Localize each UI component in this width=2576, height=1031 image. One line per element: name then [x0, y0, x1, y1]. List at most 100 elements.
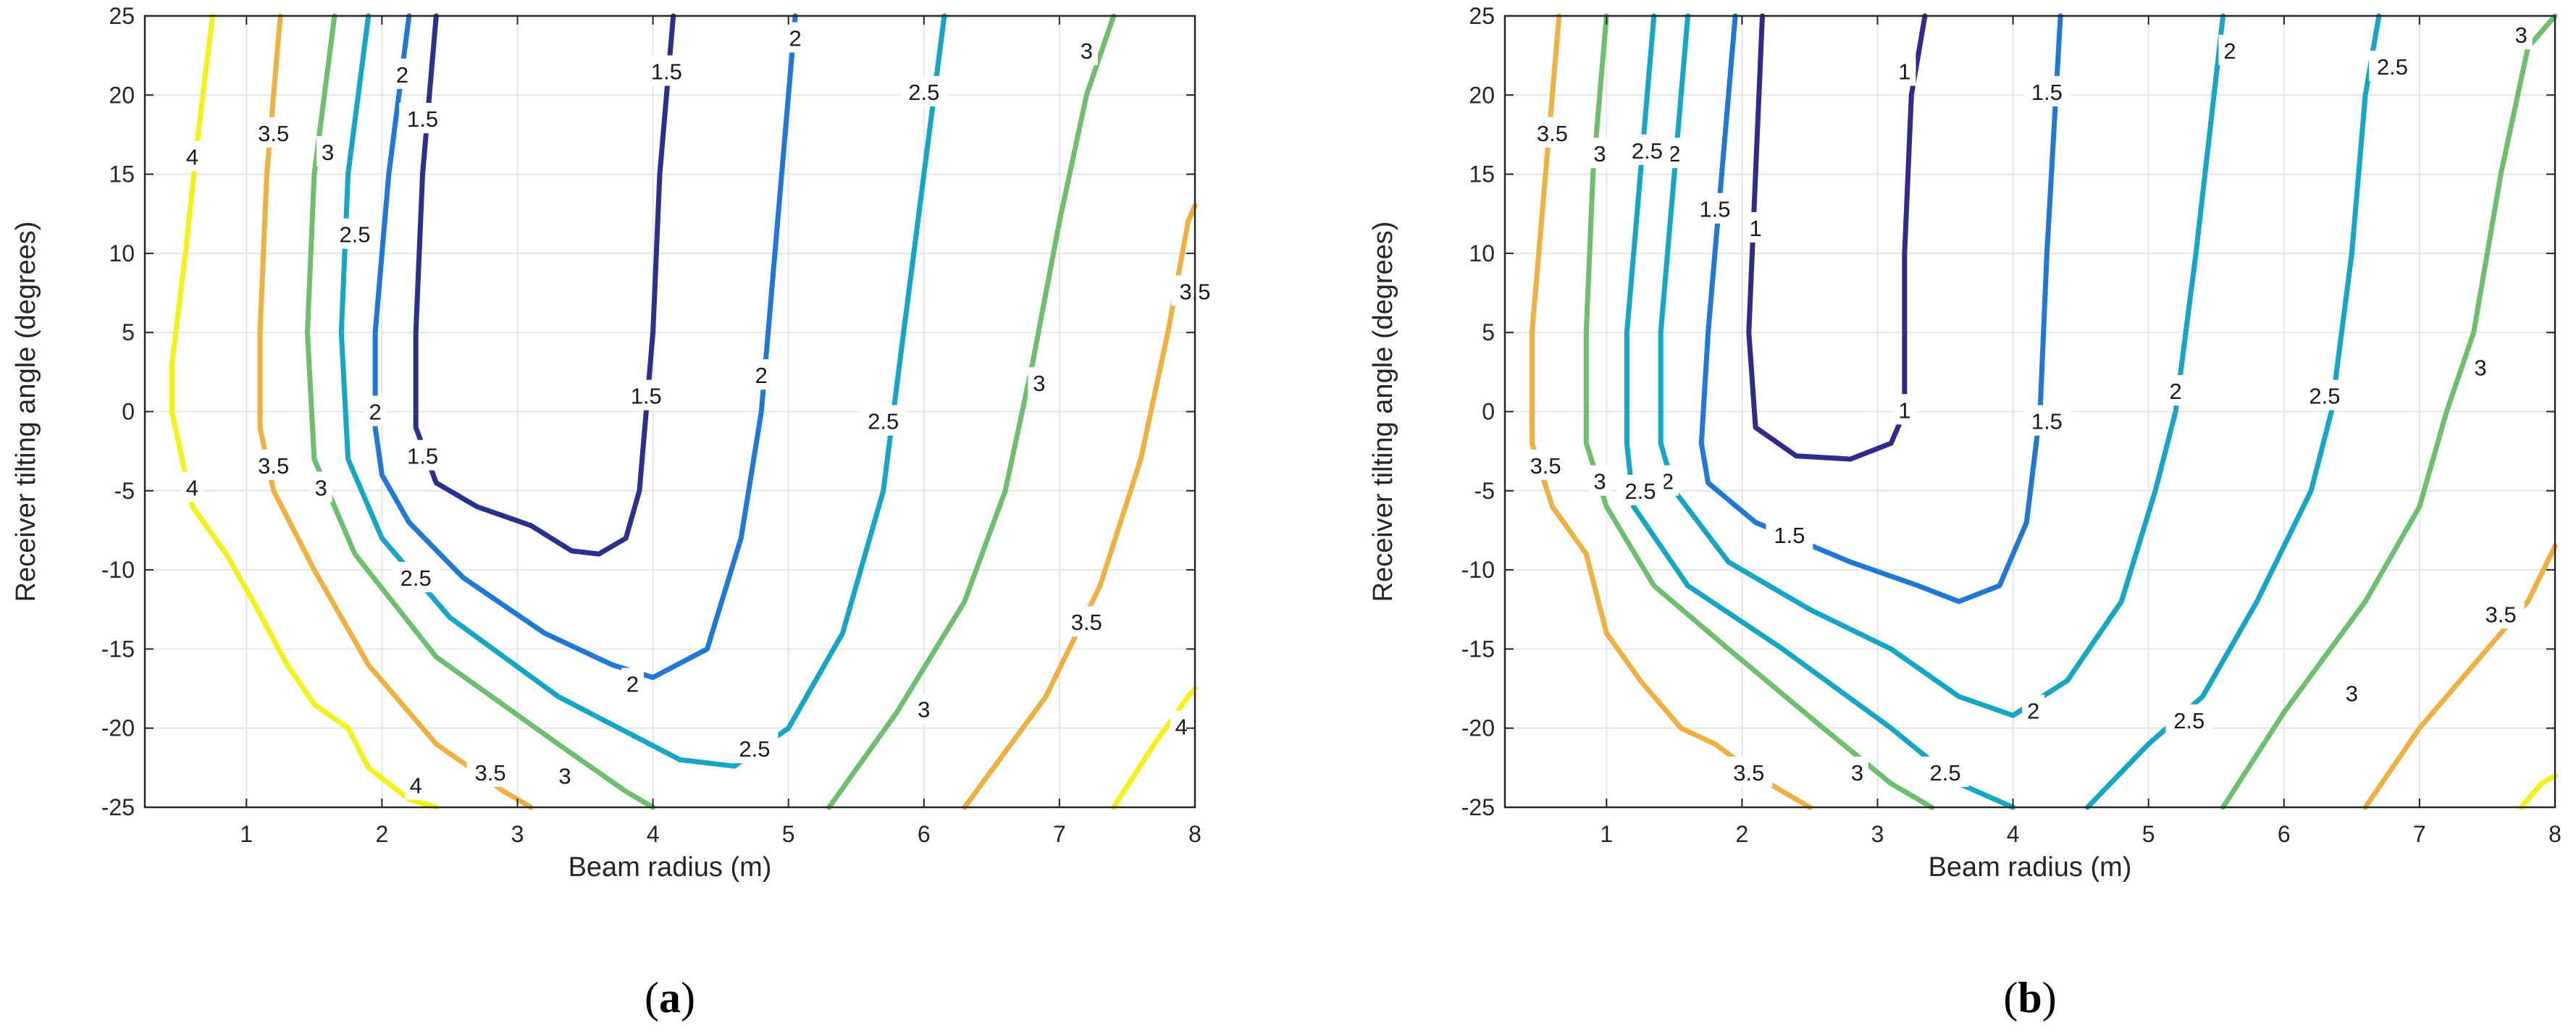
contour-label: 2.5: [868, 409, 899, 434]
contour-label-bg: [1893, 55, 1916, 86]
contour-line-4: [169, 13, 439, 810]
panel-caption: (b): [2003, 974, 2056, 1022]
x-tick-label: 6: [918, 821, 931, 847]
y-tick-label: 5: [1482, 319, 1495, 345]
contour-label-bg: [2023, 405, 2071, 436]
contour-line-3-5: [2362, 543, 2558, 810]
contour-line-3: [826, 13, 1117, 810]
contour-label-bg: [2477, 598, 2525, 629]
contour-label-bg: [553, 759, 576, 791]
x-tick-label: 7: [2413, 821, 2426, 847]
y-tick-label: -20: [1461, 715, 1495, 741]
contour-label: 1.5: [2031, 409, 2063, 434]
contour-label: 2: [2223, 38, 2236, 64]
contour-label-bg: [2023, 75, 2071, 106]
contour-label: 2: [396, 62, 408, 88]
contour-label: 2.5: [1930, 760, 1961, 786]
x-tick-label: 2: [376, 821, 389, 847]
y-tick-label: -10: [1461, 557, 1495, 583]
contour-line-3: [1583, 13, 1934, 810]
contour-line-3-5: [962, 203, 1198, 810]
contour-label: 2.5: [908, 80, 939, 105]
contour-line-4: [2518, 773, 2558, 810]
contour-label-bg: [399, 103, 447, 134]
contour-line-3-5: [1529, 13, 1813, 810]
y-tick-label: -5: [1474, 478, 1495, 504]
contour-label-bg: [1845, 756, 1868, 787]
caption-paren-open: (: [2003, 974, 2018, 1022]
contour-label-bg: [309, 471, 332, 502]
x-tick-label: 8: [1188, 821, 1201, 847]
y-axis-label: Receiver tilting angle (degrees): [1368, 222, 1398, 602]
contour-label: 4: [1175, 715, 1188, 740]
x-axis-label: Beam radius (m): [569, 852, 772, 883]
contour-label: 2.5: [2377, 54, 2408, 80]
contour-label-bg: [2469, 351, 2492, 382]
contour-line-3: [2220, 13, 2558, 810]
contour-line-1-5: [413, 13, 676, 557]
contour-label-bg: [731, 733, 779, 764]
contour-label-bg: [1062, 606, 1110, 637]
contour-line-1: [1746, 13, 1928, 462]
contour-label-bg: [404, 769, 427, 800]
contour-label: 3: [1593, 469, 1606, 495]
contour-label-bg: [1075, 35, 1098, 66]
contour-label: 3: [1081, 38, 1093, 64]
contour-panel-b: 1111.51.51.51.5222222.52.52.52.52.52.533…: [1368, 3, 2562, 1022]
contour-label-bg: [2164, 375, 2187, 406]
x-tick-label: 4: [647, 821, 660, 847]
y-tick-label: 5: [122, 319, 135, 345]
contour-label-bg: [180, 140, 204, 172]
contour-label: 1.5: [407, 444, 438, 469]
contour-label: 2: [626, 671, 639, 697]
y-tick-label: 15: [1469, 161, 1495, 188]
contour-label: 3.5: [258, 121, 289, 146]
contour-label-bg: [1528, 117, 1576, 148]
contour-label: 1: [1898, 59, 1910, 85]
contour-label: 4: [186, 145, 198, 170]
contour-label-bg: [642, 55, 690, 86]
contour-label: 2.5: [2173, 708, 2204, 733]
y-tick-label: -20: [101, 715, 135, 741]
contour-label-bg: [1588, 138, 1611, 169]
x-tick-label: 6: [2278, 821, 2291, 847]
x-tick-label: 1: [1600, 821, 1613, 847]
contour-label-bg: [1028, 367, 1051, 398]
contour-label-bg: [1725, 756, 1773, 787]
x-tick-label: 5: [2142, 821, 2155, 847]
contour-label-bg: [2509, 19, 2533, 50]
y-tick-label: 0: [1482, 399, 1495, 425]
contour-label-bg: [1616, 474, 1664, 505]
x-tick-label: 7: [1053, 821, 1066, 847]
contour-label: 3.5: [1071, 610, 1102, 635]
contour-label: 1.5: [1774, 523, 1805, 548]
y-tick-label: 10: [1469, 240, 1495, 266]
caption-letter: b: [2018, 974, 2042, 1022]
contour-label-bg: [912, 693, 936, 724]
y-tick-label: 0: [122, 399, 135, 425]
contour-label: 2: [1661, 469, 1674, 495]
panel-caption: (a): [645, 974, 695, 1022]
x-tick-label: 2: [1736, 821, 1749, 847]
contour-label: 4: [410, 773, 422, 798]
contour-label: 3: [315, 475, 327, 500]
contour-label: 1.5: [1699, 197, 1730, 222]
caption-letter: a: [659, 974, 681, 1022]
contour-label-bg: [390, 58, 414, 89]
contour-label-bg: [1893, 394, 1916, 425]
contour-label: 3: [322, 140, 334, 165]
contour-label-bg: [1921, 756, 1969, 787]
y-tick-label: 15: [109, 161, 135, 188]
contour-label-bg: [750, 359, 773, 390]
contour-label: 3: [2474, 355, 2486, 380]
contour-label-bg: [1766, 519, 1813, 550]
contour-line-2-5: [1624, 13, 2016, 810]
contour-label: 3: [2346, 681, 2358, 707]
contour-label: 1.5: [407, 106, 438, 132]
x-axis-label: Beam radius (m): [1929, 852, 2132, 883]
contour-label: 3.5: [2485, 602, 2517, 627]
contour-label: 2: [789, 26, 801, 51]
contour-label: 2.5: [339, 222, 370, 248]
y-tick-label: -10: [101, 557, 135, 583]
